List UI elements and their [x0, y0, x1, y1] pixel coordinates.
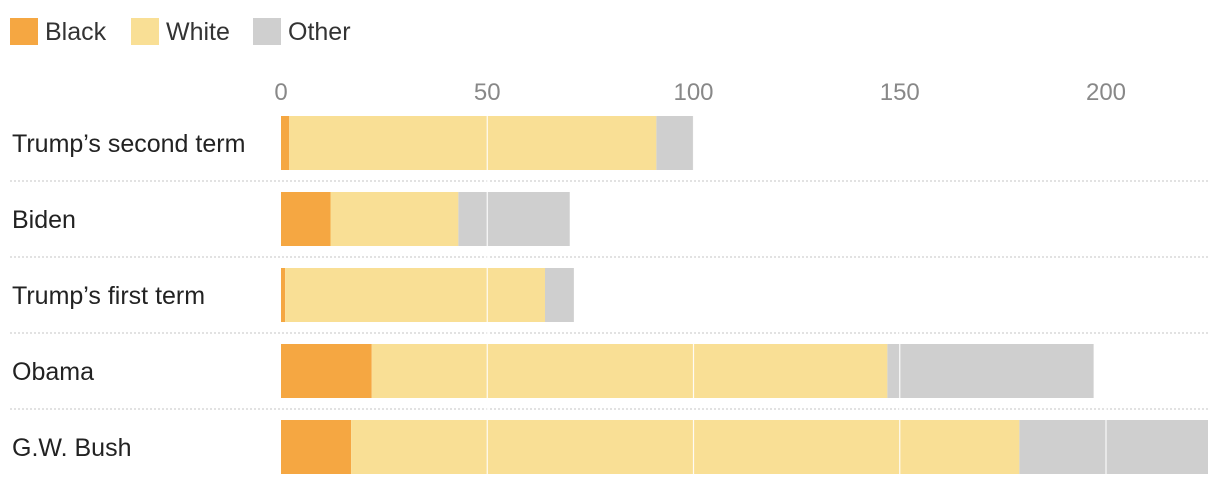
legend-label-other: Other: [288, 18, 351, 46]
x-axis-ticks: 0 50 100 150 200: [274, 79, 1126, 106]
x-tick-label: 0: [274, 79, 287, 106]
x-tick-label: 200: [1086, 79, 1126, 106]
bar-segment-other: [656, 116, 694, 170]
bar-segment-black: [281, 268, 286, 322]
bar-segment-white: [285, 268, 545, 322]
bar-segment-white: [289, 116, 657, 170]
bar-segment-black: [281, 116, 290, 170]
bar-segment-other: [887, 344, 1094, 398]
legend-swatch-other: [253, 18, 281, 45]
category-label: G.W. Bush: [12, 434, 131, 462]
gridlines: [486, 112, 1107, 474]
x-tick-label: 50: [474, 79, 501, 106]
legend-label-white: White: [166, 18, 230, 46]
bar-segment-other: [1019, 420, 1208, 474]
category-label: Trump’s second term: [12, 130, 245, 158]
bar-segment-white: [351, 420, 1020, 474]
legend: Black White Other: [10, 18, 351, 46]
category-label: Trump’s first term: [12, 282, 205, 310]
bar-segment-other: [458, 192, 570, 246]
legend-label-black: Black: [45, 18, 107, 46]
category-label: Obama: [12, 358, 94, 386]
bar-segment-black: [281, 344, 372, 398]
bar-segment-white: [330, 192, 459, 246]
bar-segment-white: [371, 344, 888, 398]
bar-segment-other: [545, 268, 574, 322]
bar-segment-black: [281, 192, 331, 246]
legend-swatch-white: [131, 18, 159, 45]
bar-segment-black: [281, 420, 352, 474]
x-tick-label: 150: [880, 79, 920, 106]
legend-swatch-black: [10, 18, 38, 45]
category-label: Biden: [12, 206, 76, 234]
bar-rows: Trump’s second term Biden Trump’s first te…: [10, 116, 1210, 474]
x-tick-label: 100: [673, 79, 713, 106]
